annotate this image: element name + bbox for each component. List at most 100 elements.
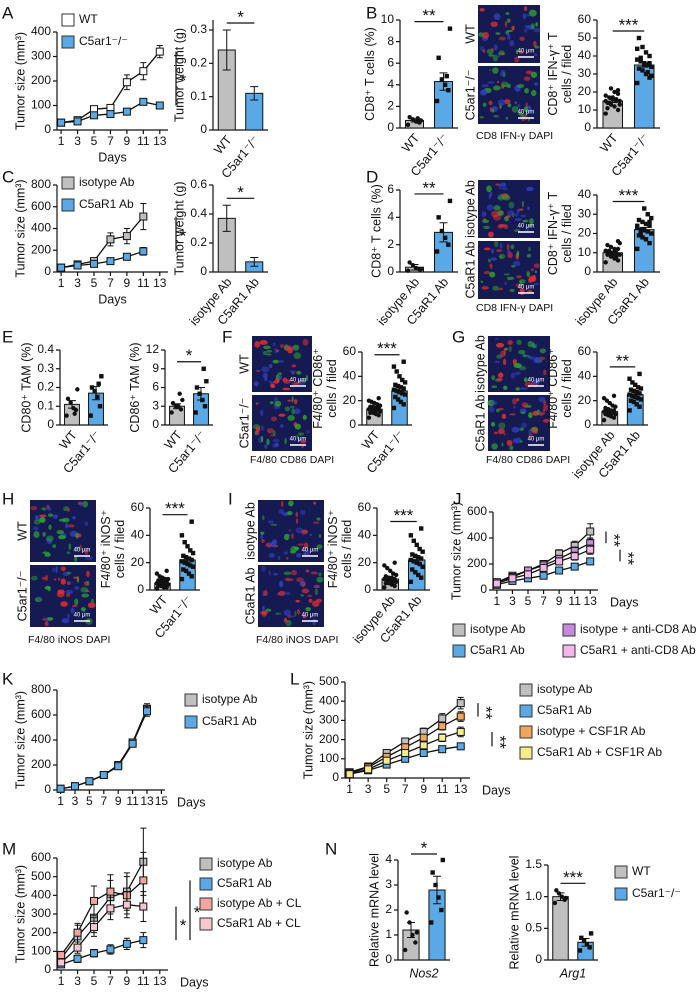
y-tick-label: 0 — [387, 120, 394, 134]
data-point — [179, 559, 185, 564]
legend-swatch — [614, 887, 628, 901]
legend-label: isotype + CSF1R Ab — [537, 724, 646, 738]
stain-label: F4/80 — [256, 634, 283, 646]
x-tick-label: 9 — [124, 134, 131, 148]
cell — [45, 574, 48, 582]
cell — [260, 610, 268, 615]
y-tick-label: 10 — [578, 102, 592, 116]
cell — [524, 14, 532, 17]
x-axis-label: Days — [482, 783, 510, 797]
data-point — [185, 561, 190, 567]
image-label: C5aR1 Ab — [243, 567, 257, 624]
data-point — [440, 857, 446, 863]
cell — [528, 412, 533, 419]
legend-swatch — [199, 857, 213, 871]
cell — [479, 116, 484, 119]
sig-label: ** — [619, 552, 638, 566]
cell — [501, 413, 507, 420]
marker — [73, 928, 82, 937]
data-point — [628, 398, 634, 403]
data-point — [649, 231, 654, 236]
cell — [291, 533, 294, 540]
data-point — [601, 409, 607, 414]
data-point — [603, 98, 608, 104]
y-tick-label: 400 — [319, 693, 339, 707]
x-tick-label: 9 — [420, 782, 427, 796]
data-point — [391, 405, 397, 411]
cell — [511, 426, 520, 433]
cell — [316, 517, 321, 521]
y-tick-label: 60 — [578, 12, 592, 26]
y-axis-label: F4/80⁺ iNOS⁺ — [99, 510, 113, 589]
image-label: C5ar1⁻/⁻ — [15, 571, 29, 622]
x-tick-label: 9 — [115, 794, 122, 808]
cell — [74, 555, 78, 562]
cell — [481, 286, 489, 290]
cell — [516, 398, 520, 402]
data-point — [647, 219, 652, 225]
data-point — [647, 61, 652, 66]
cell — [270, 383, 276, 389]
cell — [52, 567, 56, 573]
data-point — [366, 415, 372, 420]
y-tick-label: 20 — [578, 226, 592, 240]
cell — [493, 13, 501, 21]
cell — [526, 270, 531, 277]
data-point — [612, 104, 617, 109]
cell — [490, 257, 497, 262]
data-point — [391, 387, 397, 392]
data-point — [408, 579, 414, 584]
data-point — [446, 88, 451, 93]
y-tick-label: 9 — [152, 361, 159, 375]
error-bar — [250, 86, 259, 101]
legend-swatch — [452, 623, 466, 637]
cell — [514, 371, 521, 376]
y-tick-label: 0.1 — [190, 89, 207, 103]
legend-label: WT — [79, 12, 98, 26]
data-point — [605, 242, 610, 248]
legend-label: isotype Ab — [537, 682, 593, 696]
cell — [304, 542, 309, 550]
cell — [511, 105, 519, 113]
cell — [495, 408, 500, 413]
data-point — [190, 564, 196, 569]
cell — [46, 504, 50, 509]
y-tick-label: 20 — [358, 555, 372, 569]
cell — [268, 570, 272, 576]
cell — [42, 531, 46, 537]
image-label: WT — [463, 24, 477, 44]
cell — [262, 590, 268, 596]
x-tick-label: 3 — [365, 782, 372, 796]
y-tick-label: 2 — [385, 902, 392, 916]
y-axis-label: Tumor size (mm³) — [301, 681, 315, 779]
cell — [524, 27, 528, 33]
y-tick-label: 10 — [578, 245, 592, 259]
cell — [270, 416, 278, 422]
cell — [493, 114, 500, 118]
y-tick-label: 0 — [364, 582, 371, 596]
data-point — [605, 106, 610, 111]
cell — [273, 572, 279, 576]
y-tick-label: 4 — [387, 77, 394, 91]
cell — [302, 614, 306, 619]
cell — [58, 535, 67, 540]
cell — [84, 549, 88, 555]
cell — [32, 526, 39, 531]
cell — [280, 424, 284, 429]
cell — [519, 387, 528, 390]
cell — [278, 590, 286, 596]
data-point — [182, 539, 187, 545]
x-tick-label: 13 — [153, 974, 167, 988]
data-point — [68, 400, 73, 405]
cell — [301, 531, 306, 536]
x-tick-label: 7 — [100, 794, 107, 808]
cell — [501, 442, 504, 447]
cell — [295, 527, 304, 534]
data-point — [376, 396, 381, 401]
cell — [274, 400, 282, 407]
cell — [530, 71, 538, 78]
y-tick-label: 300 — [31, 49, 51, 63]
legend-swatch — [199, 897, 213, 911]
y-tick-label: 0.5 — [525, 921, 542, 935]
cell — [44, 585, 51, 590]
